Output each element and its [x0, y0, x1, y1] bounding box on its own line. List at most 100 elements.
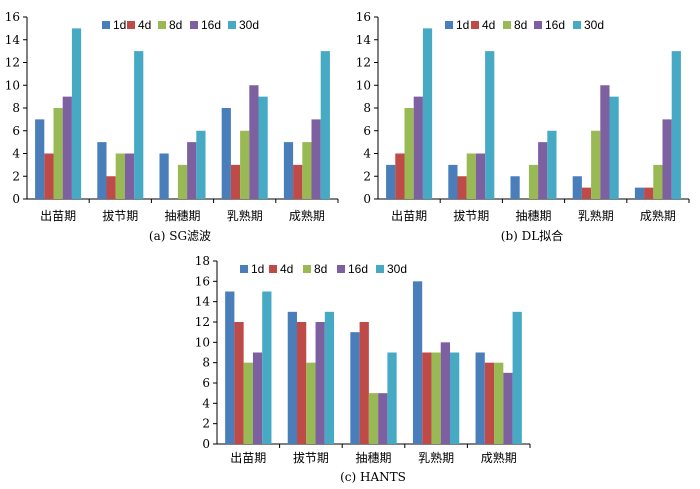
y-tick-label: 2 [12, 169, 20, 183]
bar-4d [581, 187, 592, 200]
legend-swatch-30d [376, 265, 384, 273]
legend-swatch-1d [102, 21, 110, 29]
bar-8d [494, 362, 504, 444]
bar-30d [262, 291, 272, 444]
bar-8d [466, 153, 476, 199]
legend-label-30d: 30d [239, 18, 259, 32]
legend-label-1d: 1d [251, 262, 264, 276]
x-tick-label: 出苗期 [230, 451, 266, 465]
bar-16d [62, 96, 72, 200]
bar-16d [475, 153, 486, 199]
bar-1d [572, 176, 582, 199]
y-tick-label: 2 [363, 169, 371, 183]
bar-16d [249, 85, 259, 199]
y-tick-label: 8 [363, 101, 371, 115]
legend-label-16d: 16d [201, 18, 221, 32]
bar-30d [258, 96, 268, 200]
bar-1d [287, 311, 297, 444]
y-tick-label: 10 [5, 78, 20, 92]
bar-1d [221, 108, 231, 199]
bar-4d [395, 153, 405, 199]
bar-30d [422, 28, 433, 200]
legend-swatch-16d [337, 265, 345, 273]
x-tick-label: 拔节期 [102, 208, 138, 223]
bar-4d [293, 164, 303, 200]
y-tick-label: 12 [356, 56, 371, 70]
y-tick-label: 2 [202, 417, 210, 431]
bar-16d [413, 96, 423, 200]
y-tick-label: 4 [12, 147, 20, 161]
bar-1d [35, 119, 45, 200]
bar-8d [306, 362, 316, 444]
y-tick-label: 8 [12, 101, 20, 115]
bar-16d [538, 142, 548, 200]
legend-label-1d: 1d [113, 18, 126, 32]
bar-8d [653, 164, 663, 200]
bar-1d [225, 291, 235, 444]
x-tick-label: 乳熟期 [578, 208, 614, 223]
bar-30d [71, 28, 82, 200]
chart-caption: (a) SG滤波 [149, 229, 211, 243]
y-tick-label: 0 [363, 192, 371, 206]
legend-label-30d: 30d [387, 262, 407, 276]
legend-swatch-4d [269, 265, 277, 273]
chart-caption: (c) HANTS [340, 470, 406, 484]
bar-16d [440, 342, 450, 444]
bar-4d [359, 322, 369, 444]
bar-30d [450, 352, 460, 444]
bar-30d [196, 130, 206, 199]
y-tick-label: 18 [195, 254, 210, 268]
legend-swatch-4d [471, 21, 479, 29]
bar-30d [547, 130, 557, 199]
y-tick-label: 16 [195, 274, 210, 288]
y-tick-label: 4 [363, 147, 371, 161]
legend-swatch-30d [228, 21, 236, 29]
bar-1d [510, 176, 520, 199]
x-tick-label: 抽穗期 [164, 209, 200, 223]
legend-swatch-16d [190, 21, 198, 29]
bar-16d [662, 119, 672, 200]
y-tick-label: 6 [202, 376, 210, 390]
bar-4d [484, 362, 495, 444]
chart-a: 0 2 4 6 8 10 12 14 16 出苗期 拔节期 抽穗期 乳熟期 成熟期 1d 4d 8d 16d 30d… [5, 10, 339, 243]
legend-label-8d: 8d [314, 262, 327, 276]
bar-1d [350, 332, 360, 444]
legend-label-8d: 8d [514, 18, 527, 32]
bar-30d [320, 51, 330, 200]
x-tick-label: 成熟期 [481, 450, 517, 465]
bar-1d [475, 352, 485, 444]
y-tick-label: 10 [195, 335, 210, 349]
bar-1d [283, 142, 294, 200]
bar-30d [485, 51, 495, 200]
bar-4d [297, 322, 307, 444]
bar-16d [311, 119, 321, 200]
bar-16d [378, 393, 388, 444]
legend-swatch-8d [503, 21, 511, 29]
bar-30d [671, 51, 681, 200]
bar-8d [404, 108, 414, 199]
y-tick-label: 8 [202, 356, 210, 370]
x-tick-label: 出苗期 [391, 209, 427, 223]
bar-8d [240, 130, 250, 199]
bar-4d [106, 176, 116, 199]
bar-30d [134, 51, 144, 200]
bar-8d [591, 130, 601, 199]
y-tick-label: 14 [5, 33, 21, 47]
bar-16d [503, 372, 513, 444]
bar-4d [230, 164, 241, 200]
bar-16d [315, 322, 325, 444]
y-tick-label: 6 [12, 124, 20, 138]
x-tick-label: 抽穗期 [515, 209, 551, 223]
legend-swatch-8d [303, 265, 311, 273]
chart-caption: (b) DL拟合 [501, 228, 563, 243]
y-tick-label: 16 [5, 10, 20, 24]
x-tick-label: 拔节期 [293, 450, 329, 465]
x-tick-label: 乳熟期 [418, 450, 454, 465]
legend-label-4d: 4d [280, 262, 293, 276]
y-tick-label: 0 [12, 192, 20, 206]
bar-8d [431, 352, 441, 444]
bar-8d [243, 362, 253, 444]
bar-8d [177, 164, 188, 200]
x-tick-label: 乳熟期 [227, 208, 263, 223]
